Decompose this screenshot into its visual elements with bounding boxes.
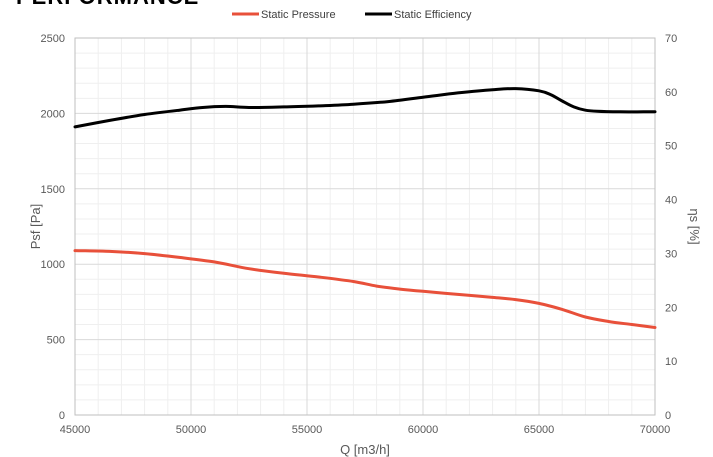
- y2-tick-label: 40: [665, 195, 677, 207]
- x-tick-label: 65000: [524, 424, 555, 436]
- series-line-static-efficiency: [73, 87, 657, 129]
- y2-tick-label: 60: [665, 87, 677, 99]
- plot-border: [74, 37, 656, 416]
- y-tick-label: 0: [59, 410, 65, 422]
- x-axis-ticks: 45000 50000 55000 60000 65000 70000: [60, 424, 671, 436]
- y2-tick-label: 50: [665, 141, 677, 153]
- y2-axis-ticks: 0 10 20 30 40 50 60 70: [665, 33, 677, 422]
- y2-tick-label: 10: [665, 356, 677, 368]
- y2-tick-label: 20: [665, 302, 677, 314]
- y-tick-label: 2000: [41, 108, 65, 120]
- x-tick-label: 70000: [640, 424, 671, 436]
- plot-area: [74, 37, 656, 416]
- x-tick-label: 55000: [292, 424, 323, 436]
- y2-tick-label: 70: [665, 33, 677, 45]
- y2-tick-label: 0: [665, 410, 671, 422]
- y-tick-label: 500: [47, 335, 65, 347]
- page-title: PERFORMANCE: [16, 0, 199, 8]
- x-tick-label: 50000: [176, 424, 207, 436]
- y2-tick-label: 30: [665, 248, 677, 260]
- y-axis-ticks: 0 500 1000 1500 2000 2500: [41, 33, 65, 422]
- series-layer: [73, 87, 657, 329]
- major-grid: [75, 38, 655, 415]
- x-tick-label: 45000: [60, 424, 91, 436]
- legend-label-static-pressure: Static Pressure: [261, 9, 336, 21]
- x-axis-title: Q [m3/h]: [340, 442, 390, 457]
- y-tick-label: 2500: [41, 33, 65, 45]
- series-line-static-pressure: [73, 249, 657, 329]
- y-tick-label: 1000: [41, 259, 65, 271]
- minor-grid: [75, 38, 655, 415]
- y-tick-label: 1500: [41, 184, 65, 196]
- y2-axis-title: ηs [%]: [687, 208, 702, 244]
- legend-label-static-efficiency: Static Efficiency: [394, 9, 472, 21]
- x-tick-label: 60000: [408, 424, 439, 436]
- y-axis-title: Psf [Pa]: [28, 204, 43, 250]
- legend: Static Pressure Static Efficiency: [232, 9, 472, 21]
